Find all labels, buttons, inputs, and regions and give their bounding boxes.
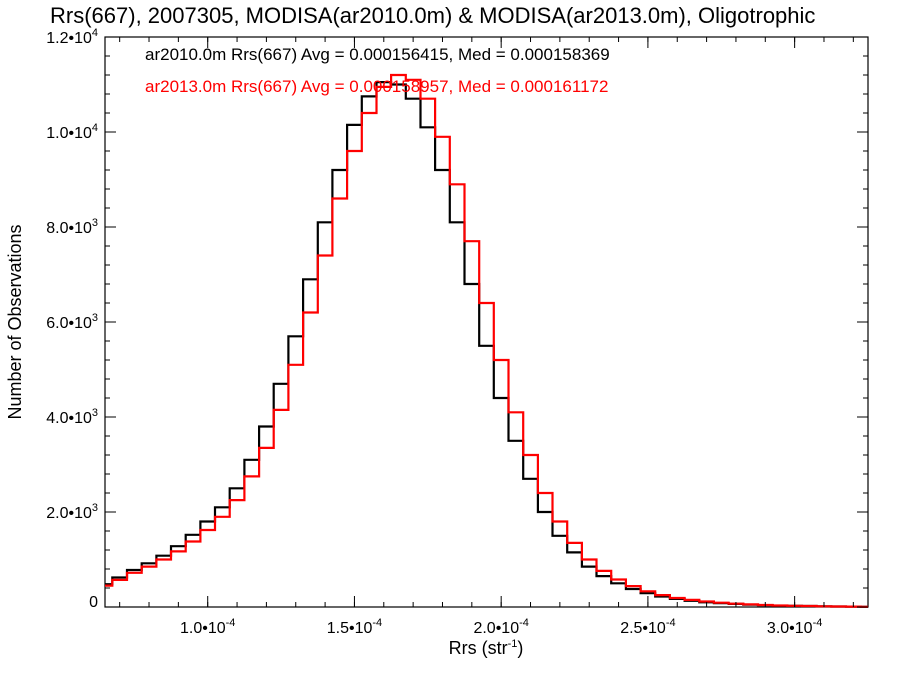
y-tick-label: 1.0•104 (46, 122, 98, 142)
y-axis-ticks: 02.0•1034.0•1036.0•1038.0•1031.0•1041.2•… (46, 27, 868, 611)
y-tick-exponent: 3 (92, 312, 98, 324)
y-tick-label: 8.0•103 (46, 217, 98, 237)
x-tick-label: 1.0•10-4 (180, 617, 235, 637)
x-tick-mantissa: 2.5•10 (620, 620, 666, 637)
x-tick-exponent: -4 (226, 617, 236, 629)
annotation-ar2010: ar2010.0m Rrs(667) Avg = 0.000156415, Me… (145, 45, 610, 64)
x-axis-label-main: Rrs (str (449, 638, 508, 658)
y-tick-mantissa: 8.0•10 (46, 220, 92, 237)
y-tick-exponent: 3 (92, 217, 98, 229)
plot-frame (104, 36, 869, 608)
x-tick-exponent: -4 (519, 617, 529, 629)
y-tick-mantissa: 4.0•10 (46, 410, 92, 427)
x-tick-exponent: -4 (813, 617, 823, 629)
x-axis-label-close: ) (517, 638, 523, 658)
x-tick-label: 2.5•10-4 (620, 617, 675, 637)
x-tick-mantissa: 1.0•10 (180, 620, 226, 637)
x-axis-label-exponent: -1 (508, 638, 518, 650)
x-axis-ticks: 1.0•10-4 1.5•10-4 2.0•10-4 2.5•10-4 3.0•10-4 (119, 37, 854, 637)
y-tick-mantissa: 1.0•10 (46, 125, 92, 142)
x-tick-label: 3.0•10-4 (767, 617, 822, 637)
series-line-1 (105, 73, 868, 608)
y-tick-label: 0 (89, 594, 98, 611)
chart-title: Rrs(667), 2007305, MODISA(ar2010.0m) & M… (50, 3, 815, 28)
y-tick-exponent: 4 (92, 27, 98, 39)
y-tick-mantissa: 6.0•10 (46, 315, 92, 332)
x-tick-exponent: -4 (666, 617, 676, 629)
y-tick-exponent: 3 (92, 407, 98, 419)
y-tick-label: 1.2•104 (46, 27, 98, 47)
series-layer (105, 73, 868, 608)
x-tick-mantissa: 2.0•10 (473, 620, 519, 637)
y-tick-label: 6.0•103 (46, 312, 98, 332)
y-tick-label: 2.0•103 (46, 502, 98, 522)
x-tick-exponent: -4 (372, 617, 382, 629)
x-tick-label: 2.0•10-4 (473, 617, 528, 637)
y-tick-mantissa: 1.2•10 (46, 30, 92, 47)
annotation-ar2013: ar2013.0m Rrs(667) Avg = 0.000158957, Me… (145, 77, 608, 96)
x-tick-mantissa: 1.5•10 (327, 620, 373, 637)
x-tick-mantissa: 3.0•10 (767, 620, 813, 637)
x-tick-label: 1.5•10-4 (327, 617, 382, 637)
y-tick-label: 4.0•103 (46, 407, 98, 427)
y-tick-mantissa: 0 (89, 594, 98, 611)
y-tick-exponent: 4 (92, 122, 98, 134)
plot-area-border (104, 36, 869, 608)
y-axis-label: Number of Observations (5, 224, 25, 419)
x-axis-label: Rrs (str-1) (449, 638, 524, 658)
series-line-0 (105, 81, 868, 608)
y-tick-mantissa: 2.0•10 (46, 505, 92, 522)
y-tick-exponent: 3 (92, 502, 98, 514)
